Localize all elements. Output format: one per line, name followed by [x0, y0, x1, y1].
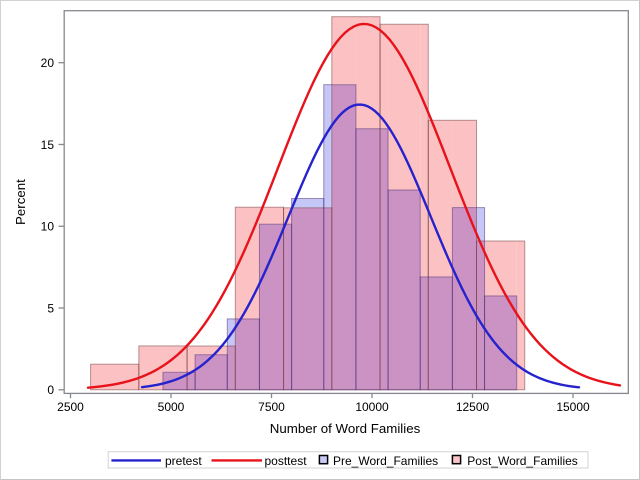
- svg-text:10000: 10000: [355, 400, 389, 414]
- svg-text:5: 5: [47, 301, 54, 315]
- svg-text:pretest: pretest: [165, 454, 202, 468]
- svg-text:20: 20: [41, 56, 55, 70]
- svg-text:2500: 2500: [57, 400, 84, 414]
- svg-text:Post_Word_Families: Post_Word_Families: [467, 454, 577, 468]
- svg-text:10: 10: [41, 220, 55, 234]
- svg-text:Pre_Word_Families: Pre_Word_Families: [333, 454, 438, 468]
- svg-text:posttest: posttest: [265, 454, 308, 468]
- svg-text:15: 15: [41, 138, 55, 152]
- svg-text:15000: 15000: [556, 400, 590, 414]
- svg-text:12500: 12500: [456, 400, 490, 414]
- svg-text:0: 0: [47, 383, 54, 397]
- svg-text:5000: 5000: [158, 400, 185, 414]
- svg-text:7500: 7500: [258, 400, 285, 414]
- svg-text:Percent: Percent: [13, 179, 28, 225]
- svg-text:Number of Word Families: Number of Word Families: [270, 421, 421, 436]
